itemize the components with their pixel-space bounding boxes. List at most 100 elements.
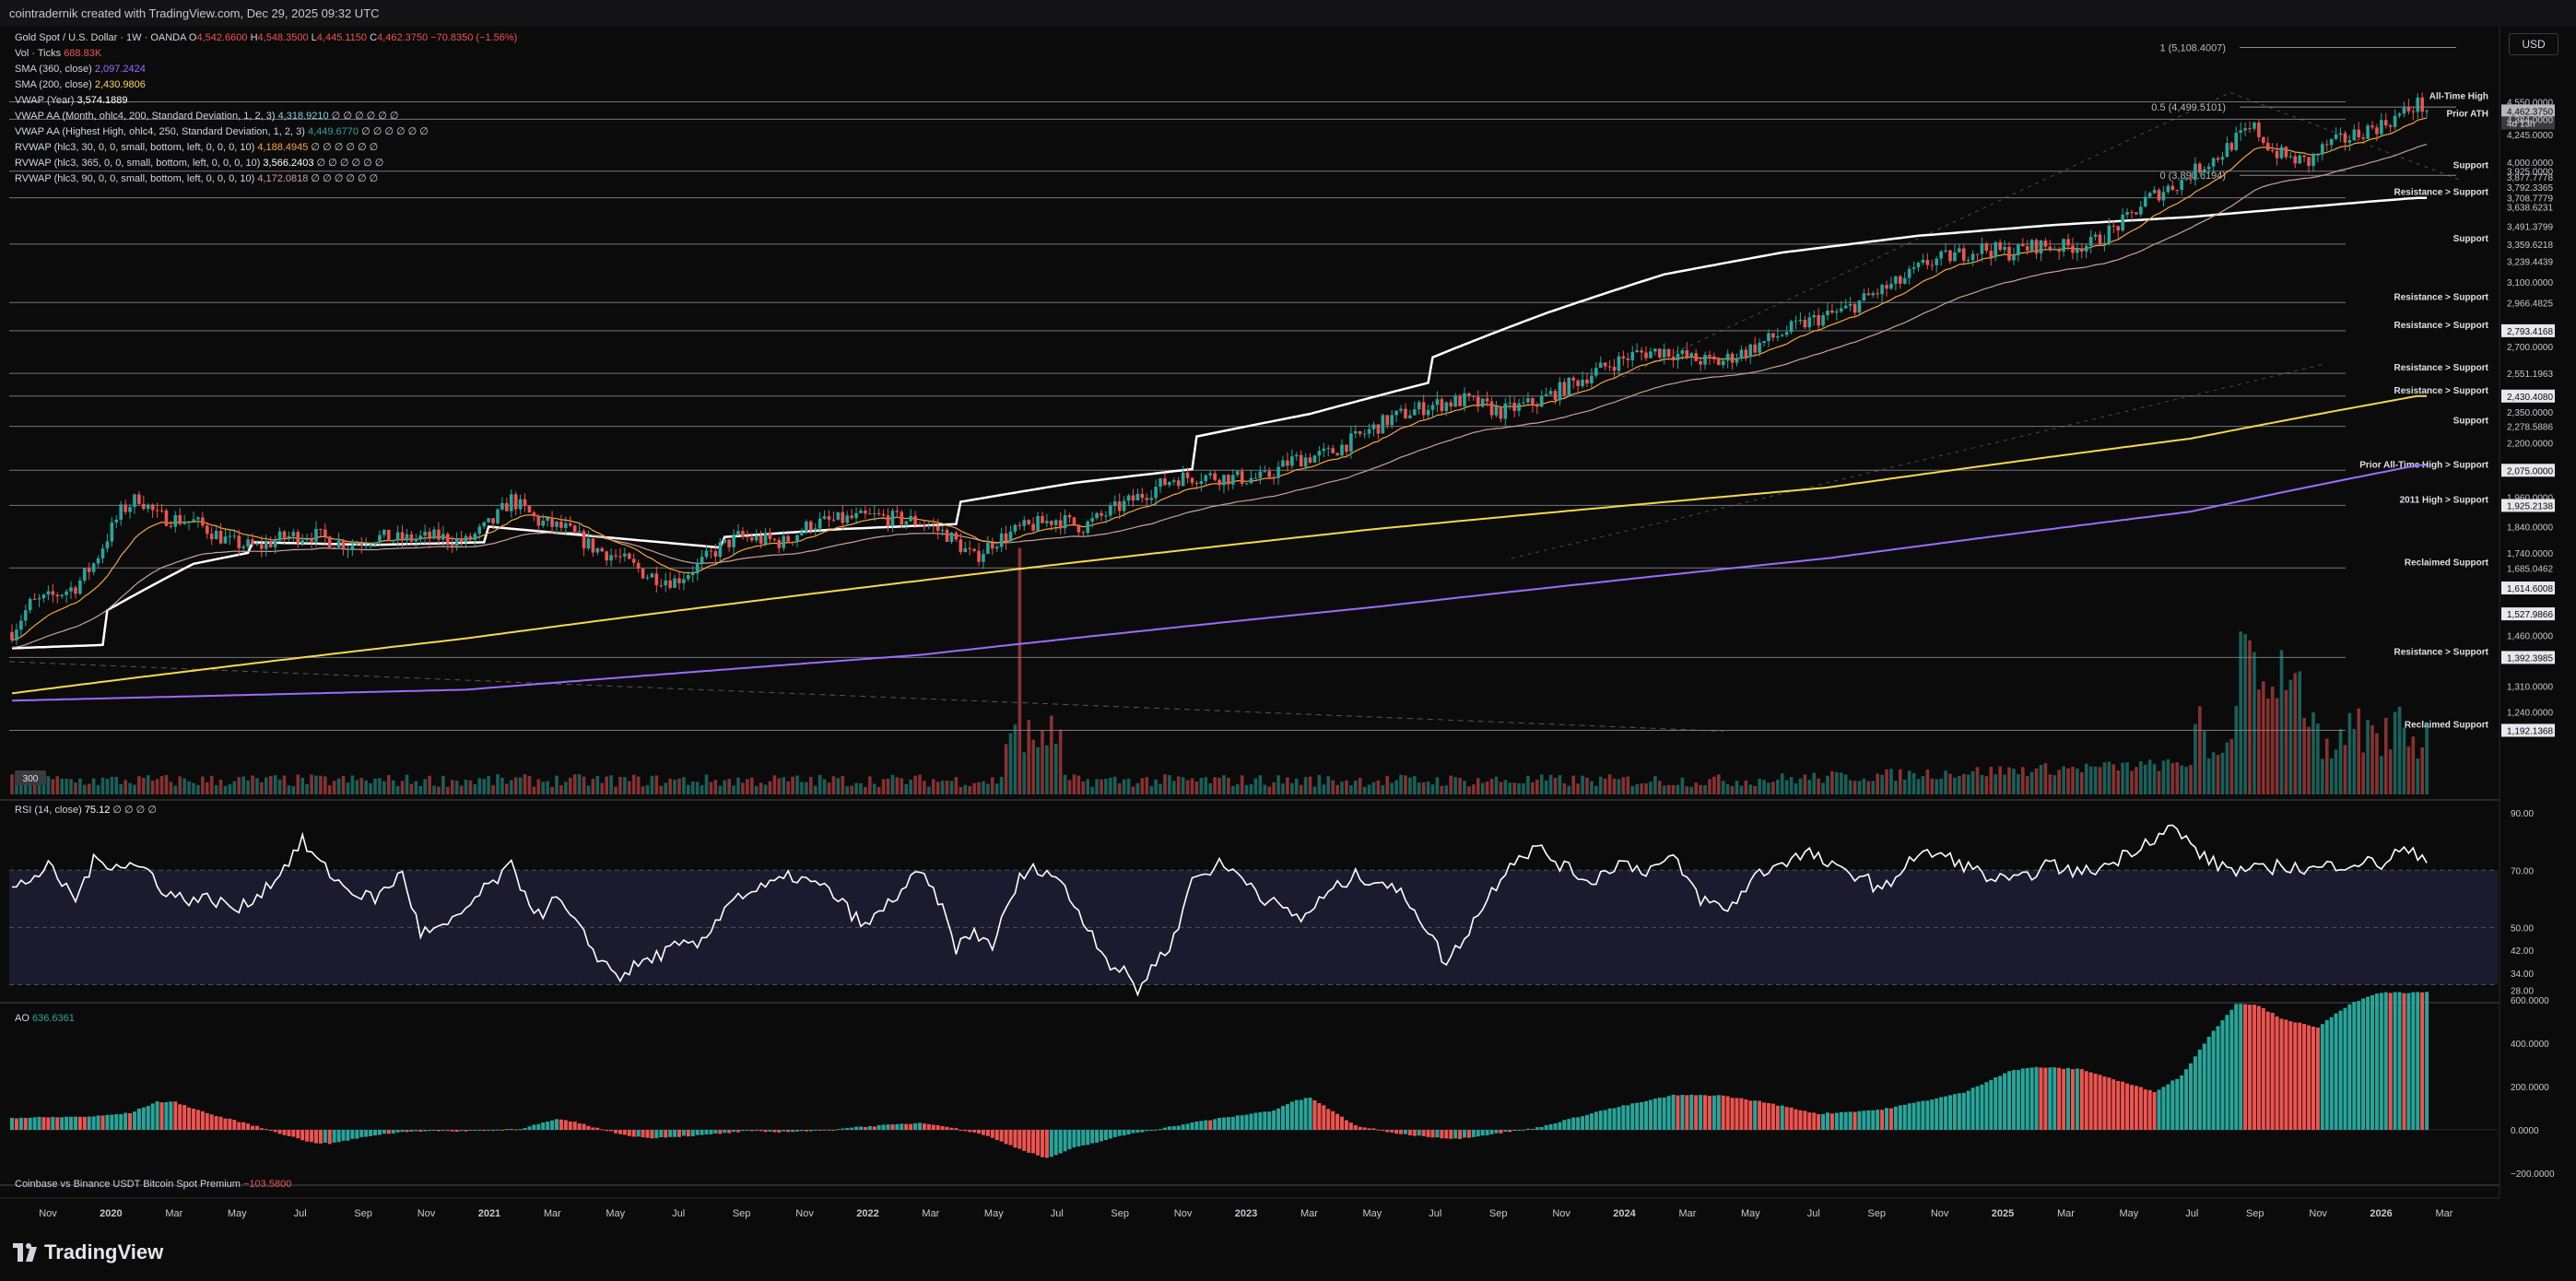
candle-body <box>1544 394 1548 396</box>
candle-body <box>850 515 853 519</box>
candle-body <box>631 558 636 563</box>
volume-bar <box>1385 775 1390 794</box>
candle-body <box>931 525 935 527</box>
price-box <box>2501 723 2555 737</box>
volume-bar <box>1708 779 1711 794</box>
candle-body <box>1548 391 1553 394</box>
candle-body <box>1758 343 1761 353</box>
candle-body <box>1907 268 1911 278</box>
volume-bar <box>982 781 985 794</box>
candle-body <box>795 535 799 542</box>
ao-bar <box>2416 992 2420 1130</box>
tradingview-logo[interactable]: TradingView <box>13 1240 163 1264</box>
volume-bar <box>473 784 477 794</box>
ao-bar <box>1240 1115 1244 1130</box>
candle-body <box>736 531 740 535</box>
candle-body <box>1739 349 1744 358</box>
candle-body <box>2329 138 2334 146</box>
volume-bar <box>124 780 127 794</box>
candle-body <box>954 533 959 540</box>
ao-bar <box>436 1130 441 1132</box>
ao-bar <box>2020 1068 2025 1130</box>
volume-bar <box>1567 785 1571 794</box>
volume-bar <box>1222 775 1226 794</box>
price-tick-label: 1,740.0000 <box>2507 549 2553 559</box>
candle-body <box>1235 471 1240 476</box>
candle-body <box>1063 515 1067 529</box>
volume-bar <box>1349 785 1353 794</box>
candle-body <box>2284 147 2288 158</box>
candle-body <box>959 539 963 553</box>
candle-body <box>1385 415 1390 426</box>
candle-body <box>1789 321 1794 333</box>
candle-body <box>260 544 264 549</box>
candle-body <box>2416 97 2420 112</box>
ao-bar <box>1762 1102 1767 1130</box>
ao-bar <box>1444 1130 1449 1139</box>
level-label: Resistance > Support <box>2394 321 2488 331</box>
volume-bar <box>432 785 436 794</box>
candle-body <box>1371 424 1376 429</box>
ao-bar <box>1902 1104 1907 1130</box>
ao-tick-label: 200.0000 <box>2511 1083 2549 1093</box>
ao-bar <box>482 1130 487 1132</box>
candle-body <box>1149 498 1153 500</box>
volume-bar <box>881 779 886 794</box>
candle-body <box>595 547 600 553</box>
volume-bar <box>890 774 895 794</box>
candle-body <box>96 558 100 564</box>
currency-button[interactable]: USD <box>2509 33 2558 55</box>
ao-bar <box>200 1111 205 1130</box>
volume-bar <box>968 786 971 794</box>
time-tick-label: Nov <box>39 1208 57 1219</box>
volume-bar <box>437 786 441 794</box>
ao-bar <box>1525 1128 1530 1130</box>
candle-body <box>1539 395 1544 407</box>
candle-body <box>2184 179 2188 181</box>
ao-bar <box>2234 1004 2239 1130</box>
candle-body <box>55 594 60 597</box>
ao-bar <box>2352 1002 2357 1130</box>
ao-bar <box>1834 1112 1839 1130</box>
ao-bar <box>1090 1130 1095 1144</box>
candle-body <box>1812 315 1817 318</box>
rsi-tick-label: 90.00 <box>2511 809 2534 819</box>
candle-body <box>1208 473 1212 476</box>
volume-bar <box>650 776 654 794</box>
ao-bar <box>2298 1022 2302 1130</box>
volume-bar <box>935 782 940 794</box>
ao-bar <box>2057 1067 2062 1130</box>
volume-bar <box>1053 744 1058 794</box>
volume-bar <box>28 776 32 794</box>
time-tick-label: 2021 <box>478 1208 500 1219</box>
candle-body <box>868 513 872 515</box>
ao-bar <box>1263 1111 1267 1130</box>
ao-bar <box>1403 1130 1407 1134</box>
level-label: Resistance > Support <box>2394 188 2488 198</box>
candle-body <box>2239 130 2242 134</box>
volume-bar <box>1272 782 1276 794</box>
candle-body <box>550 517 554 527</box>
ao-bar <box>1653 1099 1657 1130</box>
volume-bar <box>1090 786 1094 794</box>
candle-body <box>1921 260 1925 264</box>
ao-bar <box>595 1127 600 1130</box>
volume-bar <box>454 781 459 794</box>
price-box <box>2501 389 2555 403</box>
candle-body <box>1585 379 1589 384</box>
candle-body <box>1109 505 1112 516</box>
ao-bar <box>1181 1124 1185 1130</box>
candle-body <box>1204 475 1208 482</box>
volume-bar <box>2298 671 2301 794</box>
price-tick-label: 1,614.6008 <box>2507 584 2553 594</box>
volume-bar <box>1340 782 1344 794</box>
ao-bar <box>636 1130 641 1137</box>
volume-bar <box>1458 777 1462 794</box>
ao-bar <box>945 1126 949 1130</box>
ao-bar <box>1117 1130 1122 1136</box>
volume-bar <box>400 781 405 794</box>
ao-bar <box>1711 1095 1716 1130</box>
candle-body <box>2275 150 2279 159</box>
volume-bar <box>2334 749 2338 794</box>
